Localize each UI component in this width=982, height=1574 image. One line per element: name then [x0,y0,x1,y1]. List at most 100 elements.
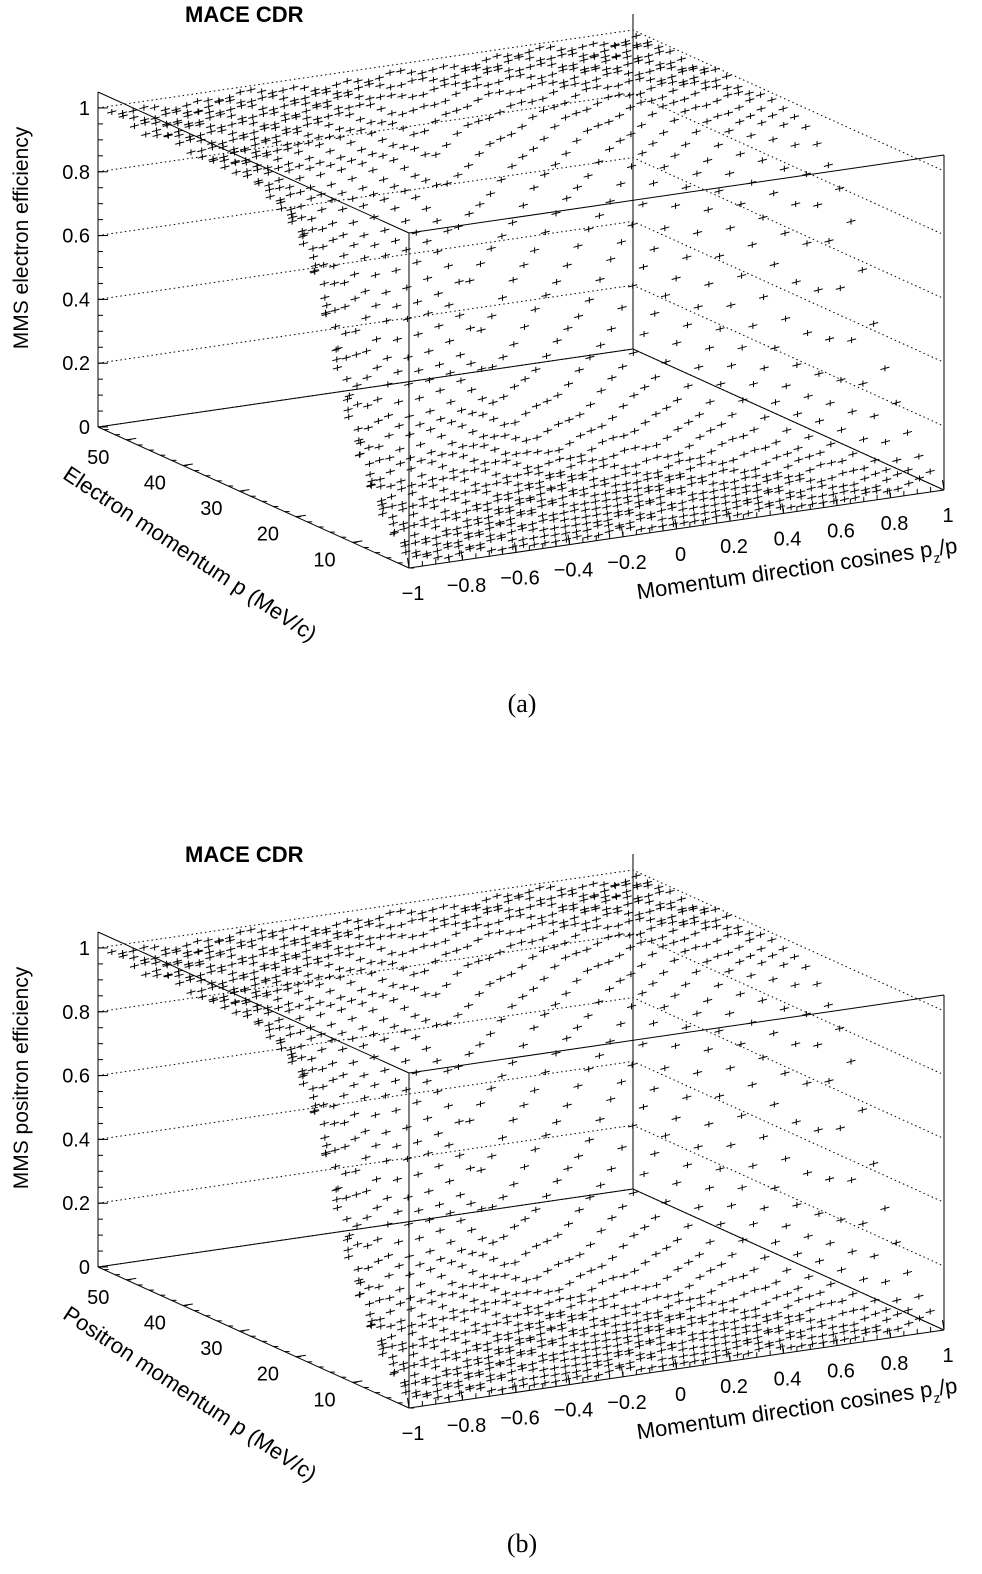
data-point [364,1284,374,1291]
data-point [368,1031,379,1038]
data-point [760,414,770,421]
data-point [175,980,185,987]
data-point [386,84,396,91]
data-point [275,196,285,203]
data-point [242,168,252,175]
data-point [437,1291,447,1298]
data-point [418,931,428,938]
data-point [452,107,462,114]
data-point [643,1316,653,1323]
data-point [548,79,558,86]
data-point [839,496,850,503]
data-point [710,501,720,508]
data-point [335,974,345,981]
data-point [481,56,491,63]
data-point [506,942,516,949]
data-point [456,377,466,384]
data-point [654,44,664,51]
data-point [282,969,292,976]
data-point [401,549,411,556]
data-point [299,84,310,91]
data-point [472,915,482,922]
data-point [644,1327,654,1334]
data-point [629,1268,640,1275]
data-point [861,489,871,496]
data-point [685,456,695,463]
data-point [537,914,547,921]
data-point [817,492,828,499]
data-point [612,905,622,912]
data-point [666,60,676,67]
data-point [172,108,182,115]
data-point [551,1119,562,1126]
data-point [668,927,678,934]
data-point [375,93,386,100]
data-point [470,481,480,488]
data-point [289,97,299,104]
data-point [761,473,772,480]
data-point [452,525,462,532]
data-point [324,962,334,969]
data-point [533,448,543,455]
data-point [417,1321,428,1328]
data-point [348,1035,358,1042]
data-point [407,77,417,84]
data-point [619,1287,630,1294]
data-point [626,163,637,170]
data-point [462,924,472,931]
data-point [568,1327,578,1334]
data-point [515,912,525,919]
data-point [217,967,227,974]
data-point [786,1344,796,1351]
data-point [902,429,913,436]
data-point [700,79,710,86]
data-point [618,1203,628,1210]
data-point [714,253,725,260]
data-point [870,1310,881,1317]
data-point [259,122,269,129]
data-point [697,1318,708,1325]
data-point [691,128,701,135]
data-point [770,1239,781,1246]
data-point [577,1311,587,1318]
data-point [376,105,386,112]
data-point [390,205,400,212]
data-point [420,1375,431,1382]
data-point [468,1282,479,1289]
data-point [439,496,450,503]
data-point [452,130,462,137]
data-point [410,531,420,538]
data-point [518,993,528,1000]
data-point [419,943,429,950]
data-point [396,67,406,74]
data-point [545,44,556,51]
data-point [650,1150,660,1157]
data-point [606,1096,616,1103]
data-point [628,282,638,289]
data-point [185,976,196,983]
data-point [362,1214,372,1221]
data-point [386,932,396,939]
data-point [590,1332,600,1339]
data-point [391,1107,401,1114]
data-point [343,89,353,96]
data-point [398,1360,409,1367]
data-point [525,55,535,62]
data-point [705,399,715,406]
data-point [572,137,582,144]
data-point [711,917,721,924]
data-point [771,439,781,446]
data-point [431,1374,441,1381]
data-point [773,474,783,481]
data-point [338,1072,348,1079]
data-point [487,313,497,320]
data-point [569,905,579,912]
z-tick-label: 0.4 [62,289,90,311]
data-point [352,1222,362,1229]
data-point [330,323,341,330]
data-point [576,1292,586,1299]
data-point [668,1354,678,1361]
data-point [557,63,568,70]
data-point [474,1371,485,1378]
data-point [869,1253,879,1260]
